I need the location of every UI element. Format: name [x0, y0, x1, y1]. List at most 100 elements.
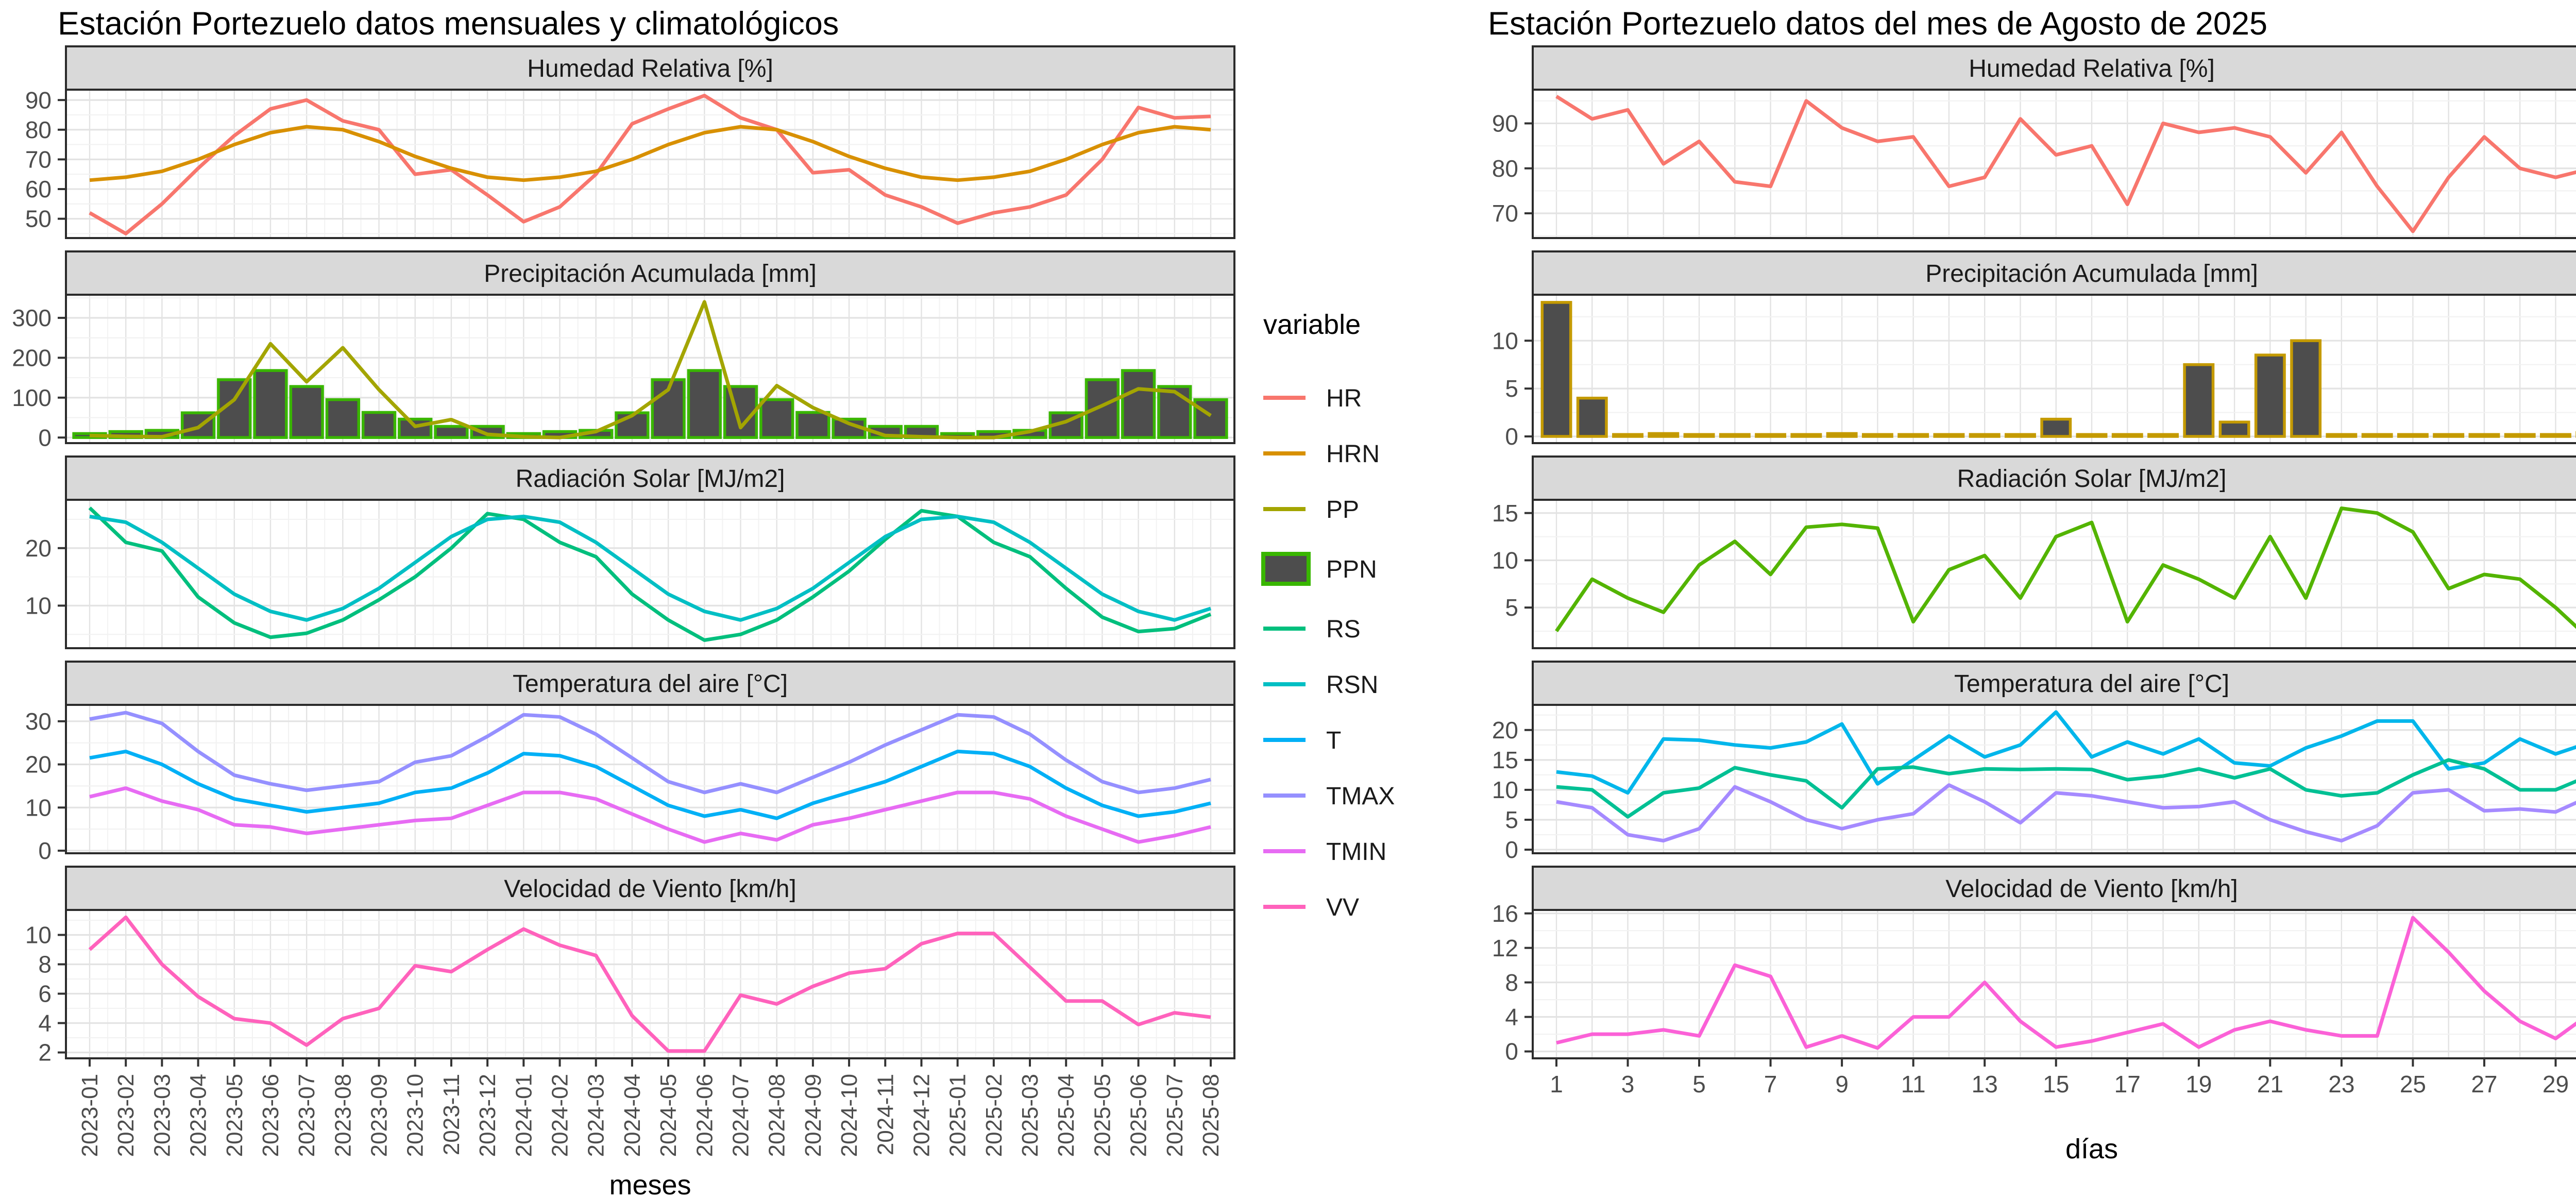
x-tick-label: 25 [2400, 1071, 2426, 1097]
line-HR [89, 94, 1211, 235]
legend-label: T [1326, 727, 1341, 754]
x-tick-label: 2024-01 [511, 1074, 536, 1157]
x-tick-label: 11 [1901, 1071, 1926, 1097]
legend-entry-TMIN: TMIN [1263, 838, 1386, 866]
x-tick-label: 2024-11 [873, 1074, 898, 1155]
panel-border [65, 909, 1235, 1059]
x-tick-label: 2024-06 [692, 1074, 717, 1157]
x-tick-label: 2024-10 [837, 1074, 862, 1157]
panel-border [1532, 294, 2576, 444]
facet-strip [65, 45, 1235, 91]
bar-PP [2290, 339, 2322, 438]
facet-strip-label: Precipitación Acumulada [mm] [1925, 260, 2258, 288]
bar-PP [2005, 433, 2036, 438]
y-tick-label: 5 [1505, 375, 1518, 402]
line-TMIN [1556, 783, 2576, 843]
bar-PP [1933, 433, 1965, 438]
y-tick-label: 0 [38, 424, 52, 451]
legend-entry-RSN: RSN [1263, 671, 1378, 699]
line-RSN [89, 514, 1212, 622]
facet-strip [65, 250, 1235, 296]
x-tick-label: 9 [1835, 1071, 1849, 1097]
y-tick-label: 12 [1492, 935, 1518, 961]
bar-PP [1897, 433, 1929, 438]
facet-panel: Radiación Solar [MJ/m2] 5 10 15 [1492, 455, 2576, 649]
facet-strip [1532, 661, 2576, 706]
x-tick-label: 21 [2257, 1071, 2283, 1097]
panel-background [1533, 90, 2576, 238]
y-tick-label: 10 [25, 794, 52, 821]
left-chart-title: Estación Portezuelo datos mensuales y cl… [58, 6, 839, 42]
y-tick-label: 70 [1492, 200, 1518, 227]
x-tick-label: 2024-08 [765, 1074, 790, 1157]
x-tick-label: 2024-02 [548, 1074, 573, 1157]
y-tick-label: 30 [25, 708, 52, 735]
line-VV [88, 915, 1211, 1053]
y-tick-label: 10 [1492, 776, 1518, 803]
facet-panel: Velocidad de Viento [km/h] 24 6 810 [25, 866, 1235, 1066]
y-tick-label: 70 [25, 146, 52, 173]
x-tick-label: 2025-01 [945, 1074, 971, 1157]
panel-border [1532, 499, 2576, 649]
facet-strip-label: Precipitación Acumulada [mm] [484, 260, 817, 288]
y-tick-label: 50 [25, 206, 52, 232]
y-tick-label: 20 [25, 535, 52, 562]
facet-panel: Temperatura del aire [°C] 0 10 20 30 [25, 661, 1235, 864]
y-tick-label: 8 [1505, 969, 1518, 996]
bar-PP [2326, 433, 2358, 438]
y-tick-label: 0 [1505, 423, 1518, 450]
bar-PP [2504, 433, 2536, 438]
panel-border [1532, 704, 2576, 854]
panel-background [1533, 910, 2576, 1058]
bar-PP [2397, 433, 2429, 438]
x-tick-label: 2023-08 [330, 1074, 355, 1157]
legend-entry-PP: PP [1263, 496, 1359, 523]
x-tick-label: 27 [2471, 1071, 2497, 1097]
line-TMAX [89, 711, 1211, 795]
y-tick-label: 10 [25, 592, 52, 619]
legend-entry-HRN: HRN [1263, 441, 1380, 468]
x-tick-label: 2025-02 [981, 1074, 1007, 1157]
bar-PPN [253, 369, 288, 439]
x-tick-label: 2024-03 [584, 1074, 609, 1157]
legend-label: HR [1326, 385, 1362, 412]
x-tick-label: 2023-12 [475, 1074, 500, 1157]
panel-border [65, 294, 1235, 444]
y-tick-label: 20 [25, 751, 52, 778]
legend-label: HRN [1326, 441, 1380, 468]
y-tick-label: 300 [12, 305, 52, 331]
facet-strip-label: Humedad Relativa [%] [1969, 55, 2215, 82]
facet-panel: Precipitación Acumulada [mm] 0 100 200 300 [12, 250, 1235, 451]
bar-PPN [361, 411, 397, 439]
legend-label: PP [1326, 496, 1359, 523]
y-tick-label: 4 [1505, 1004, 1518, 1031]
facet-panel: Precipitación Acumulada [mm] 0 5 10 [1492, 250, 2576, 450]
y-tick-label: 0 [38, 837, 52, 864]
x-tick-label: 1 [1550, 1071, 1563, 1097]
y-tick-label: 2 [38, 1039, 52, 1066]
facet-panel: Velocidad de Viento [km/h] 0 4 8 12 16 [1492, 866, 2576, 1065]
legend-label: TMIN [1326, 838, 1386, 866]
legend: variable HR HRN PP PPN RS RSN T TMAX TMIN VV [1261, 309, 1395, 921]
x-tick-label: 5 [1692, 1071, 1706, 1097]
x-tick-label: 2023-09 [367, 1074, 392, 1157]
bar-PP [2111, 433, 2143, 438]
x-tick-label: 2024-05 [656, 1074, 681, 1157]
bar-PPN [398, 417, 433, 439]
bar-PPN [1157, 385, 1192, 439]
x-tick-label: 3 [1621, 1071, 1635, 1097]
legend-label: RS [1326, 616, 1361, 643]
bar-PPN [325, 398, 360, 439]
y-tick-label: 90 [25, 87, 52, 113]
line-RS [88, 506, 1212, 642]
x-axis-title: meses [609, 1170, 691, 1199]
x-tick-label: 2025-08 [1198, 1074, 1224, 1157]
y-tick-label: 10 [25, 922, 52, 949]
facet-panel: Humedad Relativa [%] 50 60 70 80 90 [25, 45, 1235, 239]
x-tick-label: 23 [2328, 1071, 2354, 1097]
y-tick-label: 80 [25, 116, 52, 143]
bar-PP [1648, 432, 1680, 438]
facet-strip-label: Humedad Relativa [%] [527, 55, 773, 82]
legend-label: RSN [1326, 671, 1378, 699]
y-tick-label: 80 [1492, 155, 1518, 182]
